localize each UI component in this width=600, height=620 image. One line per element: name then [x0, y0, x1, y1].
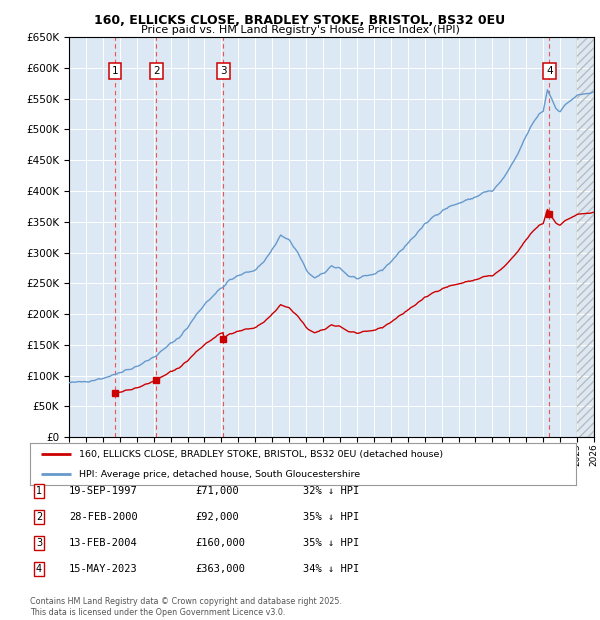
Text: 4: 4 — [36, 564, 42, 574]
Text: 2: 2 — [153, 66, 160, 76]
Text: £160,000: £160,000 — [195, 538, 245, 548]
Text: 2: 2 — [36, 512, 42, 522]
Text: Price paid vs. HM Land Registry's House Price Index (HPI): Price paid vs. HM Land Registry's House … — [140, 25, 460, 35]
Text: 160, ELLICKS CLOSE, BRADLEY STOKE, BRISTOL, BS32 0EU (detached house): 160, ELLICKS CLOSE, BRADLEY STOKE, BRIST… — [79, 450, 443, 459]
Text: 34% ↓ HPI: 34% ↓ HPI — [303, 564, 359, 574]
Text: 19-SEP-1997: 19-SEP-1997 — [69, 486, 138, 496]
Text: £71,000: £71,000 — [195, 486, 239, 496]
Text: 28-FEB-2000: 28-FEB-2000 — [69, 512, 138, 522]
Text: £92,000: £92,000 — [195, 512, 239, 522]
Text: 13-FEB-2004: 13-FEB-2004 — [69, 538, 138, 548]
Text: 160, ELLICKS CLOSE, BRADLEY STOKE, BRISTOL, BS32 0EU: 160, ELLICKS CLOSE, BRADLEY STOKE, BRIST… — [94, 14, 506, 27]
Text: HPI: Average price, detached house, South Gloucestershire: HPI: Average price, detached house, Sout… — [79, 470, 360, 479]
Text: 35% ↓ HPI: 35% ↓ HPI — [303, 512, 359, 522]
Text: 15-MAY-2023: 15-MAY-2023 — [69, 564, 138, 574]
Text: 3: 3 — [36, 538, 42, 548]
Text: £363,000: £363,000 — [195, 564, 245, 574]
Text: 3: 3 — [220, 66, 227, 76]
Text: 1: 1 — [36, 486, 42, 496]
Text: 32% ↓ HPI: 32% ↓ HPI — [303, 486, 359, 496]
Text: 1: 1 — [112, 66, 118, 76]
Text: 4: 4 — [546, 66, 553, 76]
Text: Contains HM Land Registry data © Crown copyright and database right 2025.
This d: Contains HM Land Registry data © Crown c… — [30, 598, 342, 617]
Text: 35% ↓ HPI: 35% ↓ HPI — [303, 538, 359, 548]
